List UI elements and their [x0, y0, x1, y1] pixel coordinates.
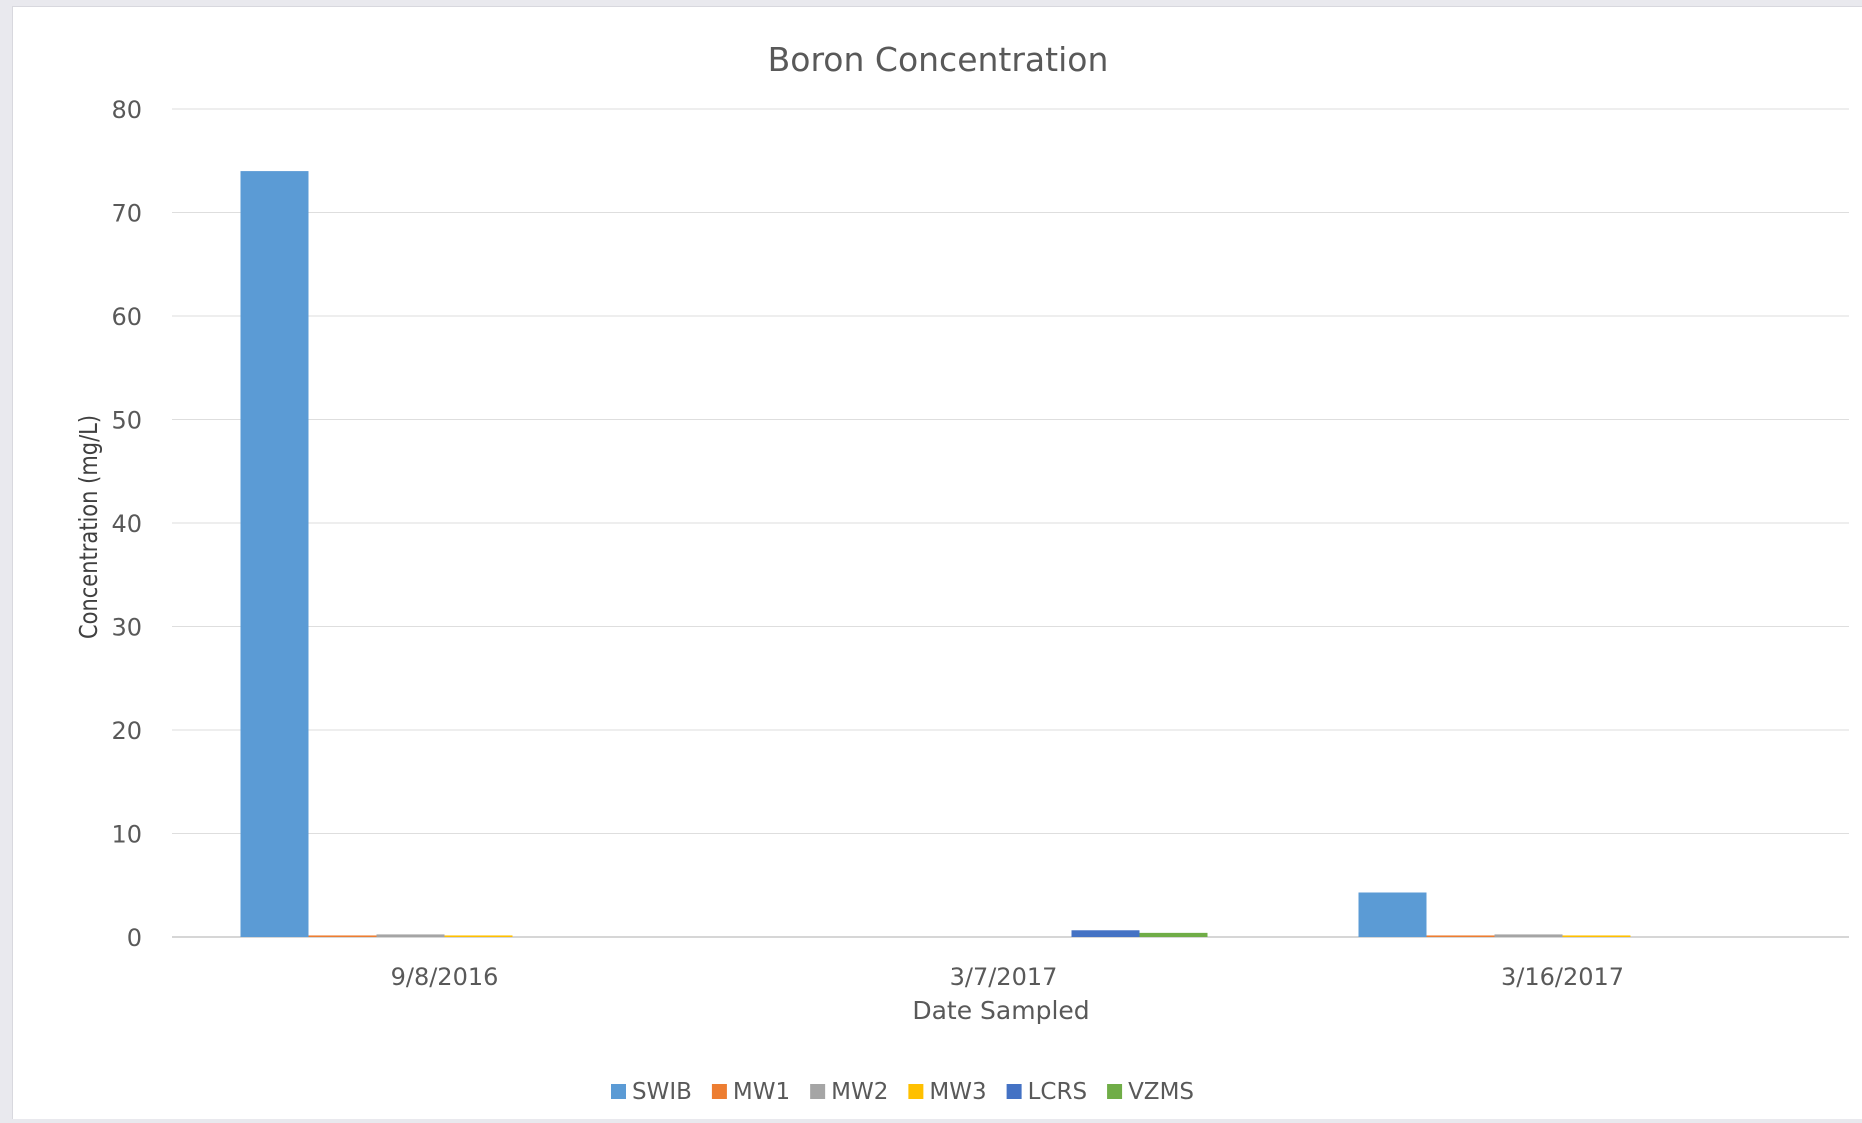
bars: [240, 171, 1631, 938]
legend-label: MW2: [831, 1079, 888, 1105]
legend: SWIB MW1 MW2 MW3 LCRS VZMS: [611, 1079, 1194, 1105]
gridlines: [172, 108, 1849, 938]
legend-swatch: [1006, 1084, 1022, 1099]
legend-label: SWIB: [632, 1079, 692, 1105]
y-axis-tick-labels: 0 10 20 30 40 50 60 70 80: [111, 96, 142, 952]
x-tick-label: 9/8/2016: [391, 963, 499, 991]
legend-swatch: [908, 1084, 924, 1099]
y-tick-label: 10: [111, 821, 142, 849]
y-tick-label: 30: [111, 614, 142, 642]
y-tick-label: 0: [127, 924, 142, 952]
bar-mw3-2: [1562, 935, 1631, 937]
legend-label: MW3: [929, 1079, 986, 1105]
legend-item-lcrs: LCRS: [1006, 1079, 1087, 1105]
bar-vzms-1: [1139, 932, 1208, 937]
bar-mw1-0: [308, 935, 377, 937]
legend-label: MW1: [733, 1079, 790, 1105]
chart-frame: 0 10 20 30 40 50 60 70 80 9/8/2016 3/7/2017 3/16/2…: [12, 6, 1862, 1119]
x-tick-label: 3/7/2017: [950, 963, 1058, 991]
legend-label: VZMS: [1128, 1079, 1194, 1105]
x-tick-label: 3/16/2017: [1501, 963, 1624, 991]
legend-item-swib: SWIB: [611, 1079, 692, 1105]
y-tick-label: 80: [111, 96, 142, 124]
bar-swib-0: [240, 171, 309, 938]
legend-swatch: [810, 1084, 826, 1099]
bar-lcrs-1: [1071, 930, 1140, 937]
legend-item-mw2: MW2: [810, 1079, 888, 1105]
y-tick-label: 20: [111, 717, 142, 745]
legend-swatch: [1107, 1084, 1123, 1099]
y-tick-label: 40: [111, 510, 142, 538]
legend-swatch: [711, 1084, 727, 1099]
y-tick-label: 50: [111, 407, 142, 435]
chart-title: Boron Concentration: [768, 40, 1109, 79]
legend-swatch: [611, 1084, 626, 1099]
boron-bar-chart: 0 10 20 30 40 50 60 70 80 9/8/2016 3/7/2017 3/16/2…: [75, 40, 1849, 1105]
bar-mw3-0: [444, 935, 513, 937]
y-tick-label: 60: [111, 303, 142, 331]
bar-mw2-2: [1494, 934, 1563, 937]
bar-mw1-2: [1426, 935, 1495, 937]
x-axis-label: Date Sampled: [912, 996, 1089, 1025]
legend-item-vzms: VZMS: [1107, 1079, 1194, 1105]
legend-item-mw1: MW1: [711, 1079, 790, 1105]
bar-mw2-0: [376, 934, 445, 937]
x-axis-tick-labels: 9/8/2016 3/7/2017 3/16/2017: [391, 963, 1624, 991]
legend-item-mw3: MW3: [908, 1079, 987, 1105]
legend-label: LCRS: [1028, 1079, 1087, 1105]
bar-swib-2: [1358, 892, 1427, 937]
y-axis-label: Concentration (mg/L): [75, 415, 103, 639]
y-tick-label: 70: [111, 200, 142, 228]
